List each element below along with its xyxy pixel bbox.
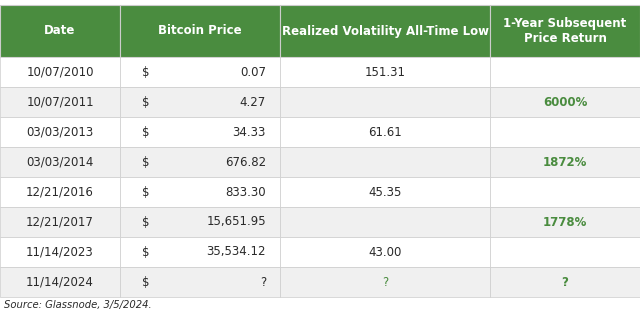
Bar <box>280 237 490 267</box>
Text: Bitcoin Price: Bitcoin Price <box>158 24 242 38</box>
Text: 35,534.12: 35,534.12 <box>207 246 266 259</box>
Text: $: $ <box>142 186 150 199</box>
Bar <box>280 147 490 177</box>
Text: 34.33: 34.33 <box>232 126 266 138</box>
Bar <box>120 207 280 237</box>
Text: 45.35: 45.35 <box>368 186 402 199</box>
Bar <box>0 87 120 117</box>
Text: 03/03/2014: 03/03/2014 <box>26 155 93 169</box>
Text: ?: ? <box>561 275 568 288</box>
Bar <box>0 267 120 297</box>
Text: $: $ <box>142 66 150 78</box>
Text: 1778%: 1778% <box>543 215 587 228</box>
Text: 12/21/2016: 12/21/2016 <box>26 186 94 199</box>
Bar <box>0 57 120 87</box>
Text: 1-Year Subsequent
Price Return: 1-Year Subsequent Price Return <box>504 16 627 46</box>
Text: 12/21/2017: 12/21/2017 <box>26 215 94 228</box>
Text: $: $ <box>142 155 150 169</box>
Text: 0.07: 0.07 <box>240 66 266 78</box>
Bar <box>0 5 120 57</box>
Text: 11/14/2024: 11/14/2024 <box>26 275 94 288</box>
Text: $: $ <box>142 215 150 228</box>
Text: ?: ? <box>382 275 388 288</box>
Bar <box>490 87 640 117</box>
Bar <box>280 57 490 87</box>
Bar <box>0 177 120 207</box>
Bar <box>490 57 640 87</box>
Text: 833.30: 833.30 <box>225 186 266 199</box>
Text: Realized Volatility All-Time Low: Realized Volatility All-Time Low <box>282 24 488 38</box>
Text: 03/03/2013: 03/03/2013 <box>26 126 93 138</box>
Bar <box>0 117 120 147</box>
Text: 676.82: 676.82 <box>225 155 266 169</box>
Bar <box>120 237 280 267</box>
Bar <box>280 177 490 207</box>
Text: 15,651.95: 15,651.95 <box>206 215 266 228</box>
Text: 11/14/2023: 11/14/2023 <box>26 246 94 259</box>
Text: 6000%: 6000% <box>543 95 587 109</box>
Bar <box>490 207 640 237</box>
Text: ?: ? <box>260 275 266 288</box>
Text: 10/07/2011: 10/07/2011 <box>26 95 94 109</box>
Bar <box>0 147 120 177</box>
Bar <box>120 87 280 117</box>
Bar <box>490 267 640 297</box>
Bar <box>120 5 280 57</box>
Bar <box>280 117 490 147</box>
Bar <box>490 117 640 147</box>
Text: Source: Glassnode, 3/5/2024.: Source: Glassnode, 3/5/2024. <box>4 300 152 310</box>
Bar <box>280 267 490 297</box>
Text: $: $ <box>142 246 150 259</box>
Text: 61.61: 61.61 <box>368 126 402 138</box>
Bar <box>490 147 640 177</box>
Text: 1872%: 1872% <box>543 155 587 169</box>
Bar <box>0 237 120 267</box>
Bar <box>280 87 490 117</box>
Text: 10/07/2010: 10/07/2010 <box>26 66 93 78</box>
Bar <box>280 207 490 237</box>
Text: 151.31: 151.31 <box>365 66 406 78</box>
Text: 43.00: 43.00 <box>368 246 402 259</box>
Bar <box>490 177 640 207</box>
Bar <box>120 177 280 207</box>
Bar <box>280 5 490 57</box>
Text: $: $ <box>142 126 150 138</box>
Bar <box>490 5 640 57</box>
Text: $: $ <box>142 95 150 109</box>
Bar <box>120 57 280 87</box>
Bar <box>120 147 280 177</box>
Text: $: $ <box>142 275 150 288</box>
Bar <box>490 237 640 267</box>
Text: Date: Date <box>44 24 76 38</box>
Text: 4.27: 4.27 <box>240 95 266 109</box>
Bar <box>120 117 280 147</box>
Bar <box>120 267 280 297</box>
Bar <box>0 207 120 237</box>
